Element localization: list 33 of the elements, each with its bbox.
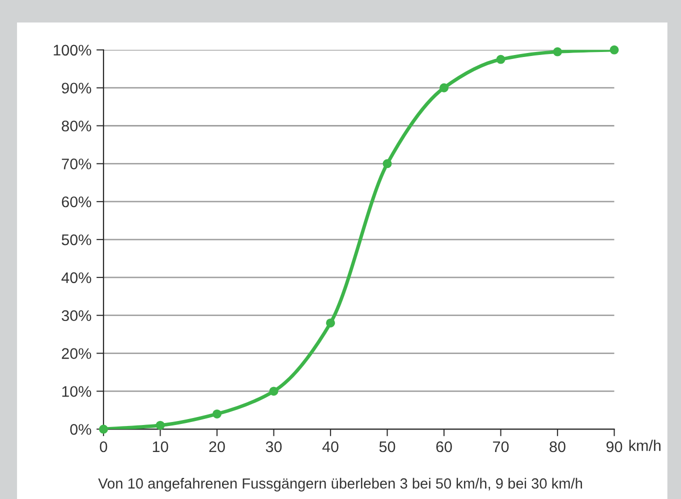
y-tick-label: 0% <box>70 424 92 435</box>
x-tick-label: 30 <box>266 441 282 452</box>
y-tick-label: 30% <box>62 310 92 322</box>
y-tick-label: 90% <box>62 82 92 94</box>
y-tick-label: 40% <box>61 272 92 284</box>
point <box>269 386 278 396</box>
y-tick-label: 20% <box>62 348 92 359</box>
x-tick-label: 10 <box>152 441 168 452</box>
point <box>496 54 506 64</box>
text: Von 10 angefahrenen Fussgängern überleben 3 bei 50 km/h, 9 bei 30 km/h <box>98 478 582 492</box>
y-tick-label: 70% <box>62 158 92 170</box>
point <box>382 159 392 168</box>
point <box>610 45 619 54</box>
point <box>156 420 165 430</box>
point <box>212 409 222 418</box>
x-tick-label: 20 <box>209 441 225 452</box>
x-tick-label: 0 <box>100 441 108 452</box>
point <box>440 83 449 92</box>
x-tick-label: 50 <box>379 441 396 452</box>
y-tick-label: 60% <box>62 196 92 208</box>
x-tick-label: 80 <box>550 441 566 452</box>
y-tick-label: 100% <box>54 44 92 56</box>
x-tick-label: 90 <box>606 441 622 452</box>
point <box>326 318 336 328</box>
y-tick-label: 10% <box>62 386 92 397</box>
y-tick-label: 80% <box>62 120 92 132</box>
point <box>99 424 108 434</box>
y-tick-label: 50% <box>62 234 92 246</box>
point <box>553 47 562 56</box>
x-axis-title: km/h <box>629 440 660 451</box>
x-tick-label: 70 <box>493 441 509 452</box>
x-tick-label: 40 <box>322 441 338 452</box>
x-tick-label: 60 <box>436 441 452 452</box>
